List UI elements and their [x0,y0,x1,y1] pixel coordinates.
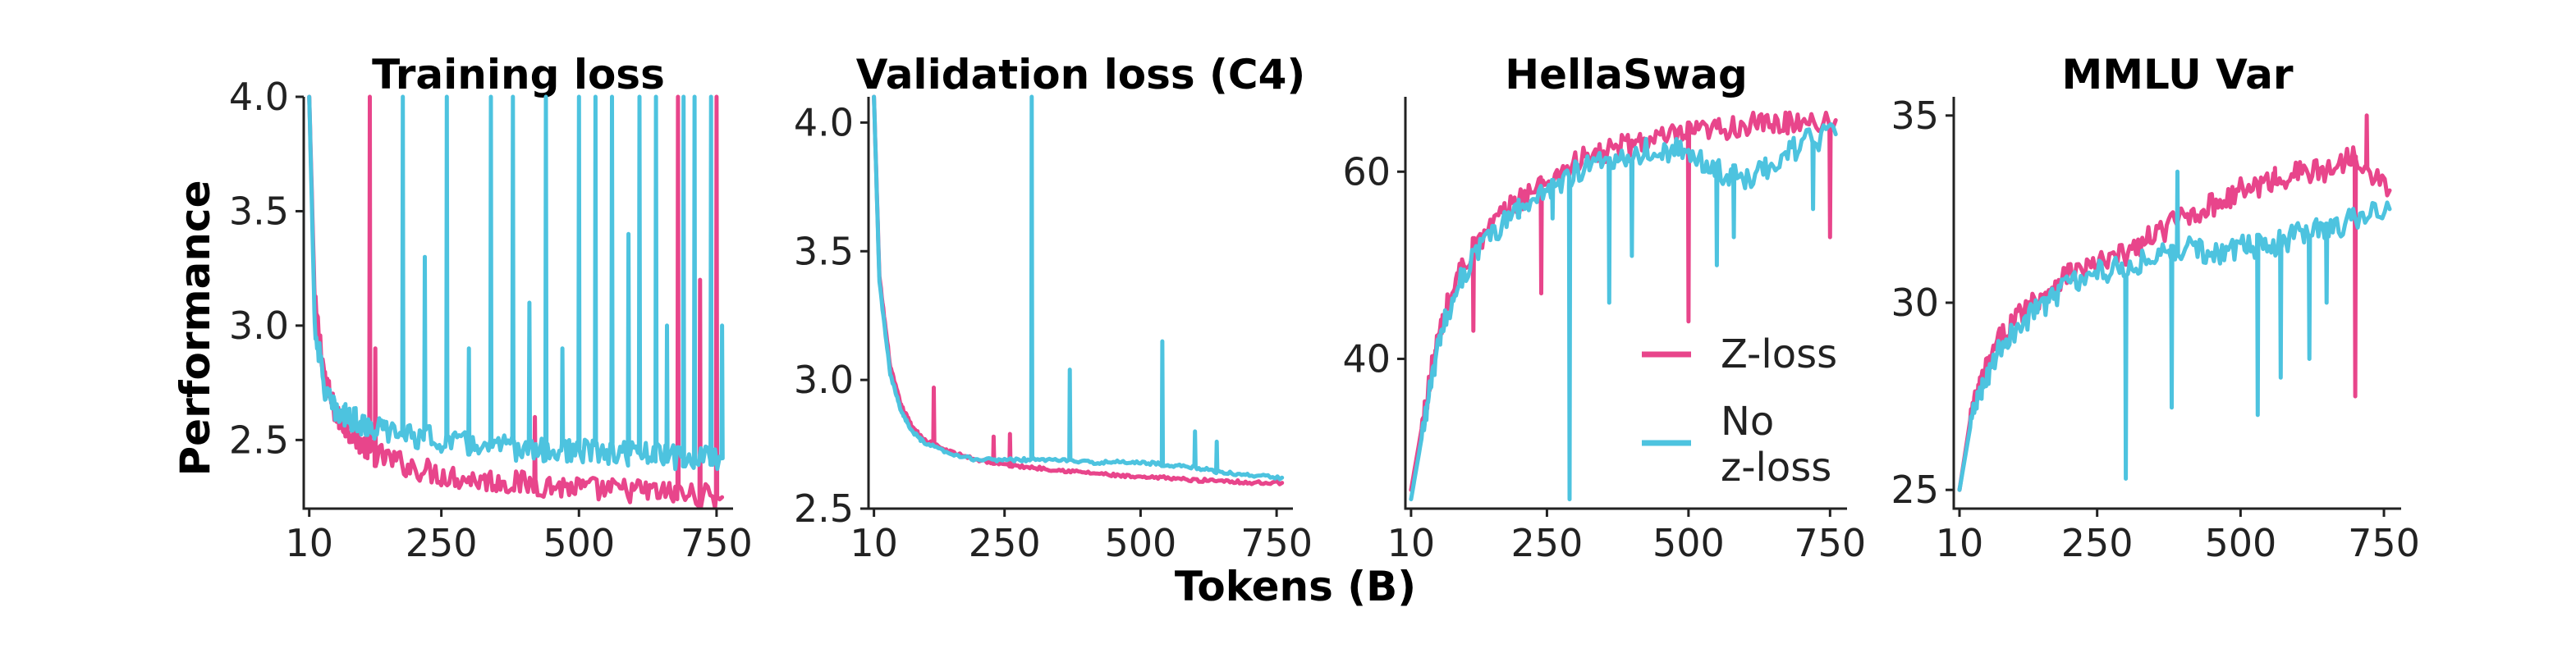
series-line-z-loss [872,94,1285,486]
y-tick-label: 60 [1342,149,1391,194]
x-tick-label: 750 [1240,521,1313,565]
chart-panel-2: Validation loss (C4) 2.5 3.0 3.5 4.0 10 250 500… [794,51,1313,565]
x-tick-label: 250 [2061,521,2134,565]
chart-panel-4: MMLU Var 25 30 35 10 250 500 750 [1891,51,2419,565]
y-tick-label: 2.5 [794,486,854,531]
x-tick-label: 500 [543,521,615,565]
y-tick-label: 3.0 [229,304,289,348]
x-tick-label: 750 [2348,521,2420,565]
y-tick-label: 2.5 [229,418,289,462]
x-tick-label: 10 [1387,521,1436,565]
x-tick-label: 250 [969,521,1041,565]
x-tick-label: 250 [1511,521,1584,565]
x-tick-label: 10 [285,521,333,565]
chart-panel-3: HellaSwag 40 60 10 250 500 750 [1342,51,1866,565]
legend-label-no-z-loss: No z-loss [1721,399,1831,491]
axis-lines [1952,97,2401,510]
y-tick-label: 30 [1891,281,1939,325]
y-tick-label: 3.5 [229,189,289,233]
x-tick-label: 500 [2204,521,2276,565]
x-tick-label: 500 [1652,521,1725,565]
legend-label-z-loss: Z-loss [1721,331,1837,377]
x-tick-label: 10 [1936,521,1984,565]
y-tick-label: 4.0 [229,75,289,119]
chart-panel-1: Training loss 2.5 3.0 3.5 4.0 10 250 500 750 [229,51,753,565]
series-line-z-loss [1957,113,2392,492]
legend: Z-loss No z-loss [1642,331,1837,491]
series-group [307,94,725,509]
series-line-no-z-loss [872,94,1285,482]
chart-title: Training loss [372,51,665,98]
series-group [1957,113,2392,492]
x-tick-label: 500 [1105,521,1177,565]
y-tick-label: 25 [1891,468,1939,512]
shared-x-axis-label: Tokens (B) [1175,563,1416,610]
series-line-no-z-loss [1409,122,1838,502]
y-tick-label: 4.0 [794,100,854,144]
chart-title: MMLU Var [2062,51,2294,98]
series-line-no-z-loss [307,94,725,472]
y-tick-label: 35 [1891,94,1939,138]
chart-title: Validation loss (C4) [856,51,1306,98]
series-group [872,94,1285,486]
x-tick-label: 750 [681,521,753,565]
y-tick-label: 3.0 [794,358,854,402]
shared-y-axis-label: Performance [172,180,219,477]
series-group [1409,110,1838,502]
x-tick-label: 10 [850,521,898,565]
y-tick-label: 40 [1342,336,1391,381]
chart-title: HellaSwag [1505,51,1748,98]
x-tick-label: 250 [406,521,478,565]
axis-lines [302,97,733,510]
x-tick-label: 750 [1794,521,1866,565]
series-line-no-z-loss [1957,169,2392,492]
axis-lines [1404,97,1847,510]
y-tick-label: 3.5 [794,229,854,273]
